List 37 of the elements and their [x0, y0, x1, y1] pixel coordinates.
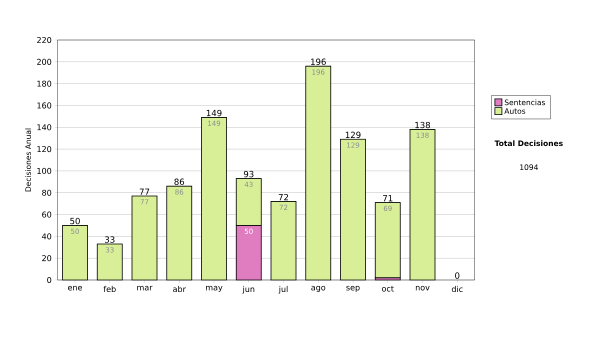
bar — [374, 202, 401, 278]
x-tick-label: feb — [104, 286, 116, 292]
total-label: 33 — [104, 236, 114, 243]
total-label: 93 — [244, 170, 254, 178]
y-tick-label: 140 — [37, 124, 52, 130]
total-label: 129 — [346, 132, 361, 138]
y-tick-label: 160 — [37, 102, 52, 108]
y-tick-label: 120 — [37, 146, 52, 152]
total-label: 72 — [278, 194, 288, 200]
total-label: 196 — [311, 58, 326, 65]
x-tick-label: may — [206, 286, 222, 292]
x-tick-label: abr — [173, 286, 186, 292]
y-tick-label: 100 — [37, 168, 52, 174]
total-label: 71 — [383, 195, 392, 202]
y-tick-label: 0 — [47, 276, 52, 284]
y-tick-label: 20 — [42, 255, 52, 262]
x-tick-label: jun — [242, 286, 254, 294]
total-label: 86 — [174, 178, 184, 185]
y-tick-label: 60 — [42, 212, 52, 218]
total-label: 77 — [140, 188, 150, 195]
y-tick-label: 40 — [42, 233, 52, 240]
y-tick-label: 220 — [37, 36, 52, 44]
x-tick-label: nov — [416, 286, 430, 290]
total-label: 149 — [206, 110, 222, 116]
x-tick-label: jul — [278, 286, 288, 294]
x-tick-label: ene — [68, 286, 82, 290]
x-tick-label: mar — [137, 286, 153, 290]
y-tick-label: 200 — [37, 58, 52, 65]
x-tick-label: oct — [382, 286, 394, 292]
y-tick-label: 180 — [37, 80, 52, 87]
x-tick-label: dic — [452, 286, 463, 292]
total-label: 0 — [455, 272, 460, 279]
y-tick-label: 80 — [42, 190, 52, 196]
x-tick-label: sep — [346, 286, 360, 292]
total-label: 50 — [70, 218, 80, 224]
total-label: 138 — [415, 122, 430, 128]
x-tick-label: ago — [311, 286, 326, 292]
